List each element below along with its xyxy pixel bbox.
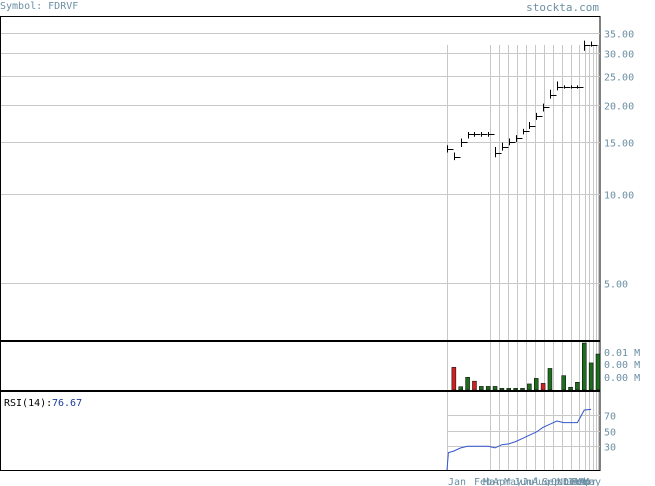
volume-bar — [582, 342, 587, 391]
volume-tick-label: 0.00 M — [604, 373, 640, 384]
price-panel-frame — [0, 16, 601, 341]
rsi-line — [446, 408, 592, 471]
header-symbol: Symbol: FDRVF — [0, 1, 79, 12]
x-axis-month-label: Jan — [567, 477, 585, 486]
volume-bar — [479, 386, 484, 391]
x-axis-month-label: Mar — [483, 477, 501, 486]
volume-bar — [568, 386, 573, 391]
volume-bar — [472, 380, 477, 391]
x-axis-month-label: Nov — [557, 477, 575, 486]
x-axis-month-label: Apr — [579, 477, 597, 486]
volume-bar — [547, 368, 553, 391]
x-axis-month-label: May — [504, 477, 522, 486]
x-axis-month-label: Dec — [563, 477, 581, 486]
header-site-link[interactable]: stockta.com — [526, 1, 599, 14]
rsi-tick-label: 70 — [604, 412, 616, 423]
rsi-tick-label: 30 — [604, 443, 616, 454]
volume-bar — [520, 388, 525, 391]
volume-bar — [513, 388, 518, 391]
volume-bar — [499, 388, 505, 391]
x-axis-month-label: Mar — [575, 477, 593, 486]
price-tick-label: 30.00 — [604, 50, 634, 61]
x-axis-month-label: Sep — [542, 477, 560, 486]
volume-tick-label: 0.00 M — [604, 360, 640, 371]
rsi-title: RSI(14): — [4, 398, 52, 409]
volume-bar — [533, 378, 539, 391]
volume-panel-frame — [0, 341, 601, 391]
volume-bar — [540, 383, 546, 391]
rsi-tick-label: 50 — [604, 428, 616, 439]
volume-bar — [458, 386, 463, 391]
volume-bar — [561, 375, 566, 391]
volume-bar — [527, 383, 532, 391]
volume-bar — [492, 386, 498, 391]
x-axis-month-label: Feb — [571, 477, 589, 486]
rsi-current-value: 76.67 — [52, 398, 82, 409]
x-axis-month-label: Apr — [493, 477, 511, 486]
x-axis-month-label: Jan — [448, 477, 466, 486]
x-axis-month-label: Aug — [532, 477, 550, 486]
volume-tick-label: 0.01 M — [604, 348, 640, 359]
x-axis-month-label: Jul — [522, 477, 540, 486]
volume-bar — [485, 386, 491, 391]
volume-bar — [595, 353, 601, 391]
volume-bar — [506, 388, 512, 391]
volume-bar — [465, 377, 470, 391]
price-tick-label: 10.00 — [604, 191, 634, 202]
x-axis-month-label: Oct — [551, 477, 569, 486]
volume-bar — [575, 382, 580, 391]
price-tick-label: 35.00 — [604, 30, 634, 41]
price-tick-label: 25.00 — [604, 73, 634, 84]
x-axis-month-label: Jun — [514, 477, 532, 486]
price-tick-label: 20.00 — [604, 102, 634, 113]
price-tick-label: 15.00 — [604, 139, 634, 150]
x-axis-month-label: May — [583, 477, 601, 486]
price-tick-label: 5.00 — [604, 280, 628, 291]
x-axis-month-label: Feb — [474, 477, 492, 486]
volume-bar — [451, 367, 457, 391]
volume-bar — [588, 362, 594, 391]
